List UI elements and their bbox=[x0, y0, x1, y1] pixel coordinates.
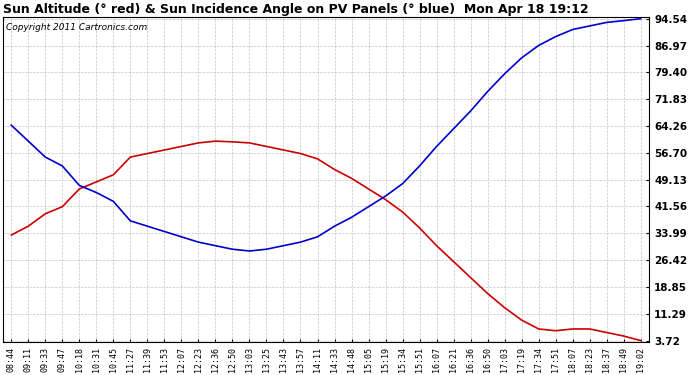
Text: Copyright 2011 Cartronics.com: Copyright 2011 Cartronics.com bbox=[6, 24, 147, 33]
Text: Sun Altitude (° red) & Sun Incidence Angle on PV Panels (° blue)  Mon Apr 18 19:: Sun Altitude (° red) & Sun Incidence Ang… bbox=[3, 3, 589, 16]
